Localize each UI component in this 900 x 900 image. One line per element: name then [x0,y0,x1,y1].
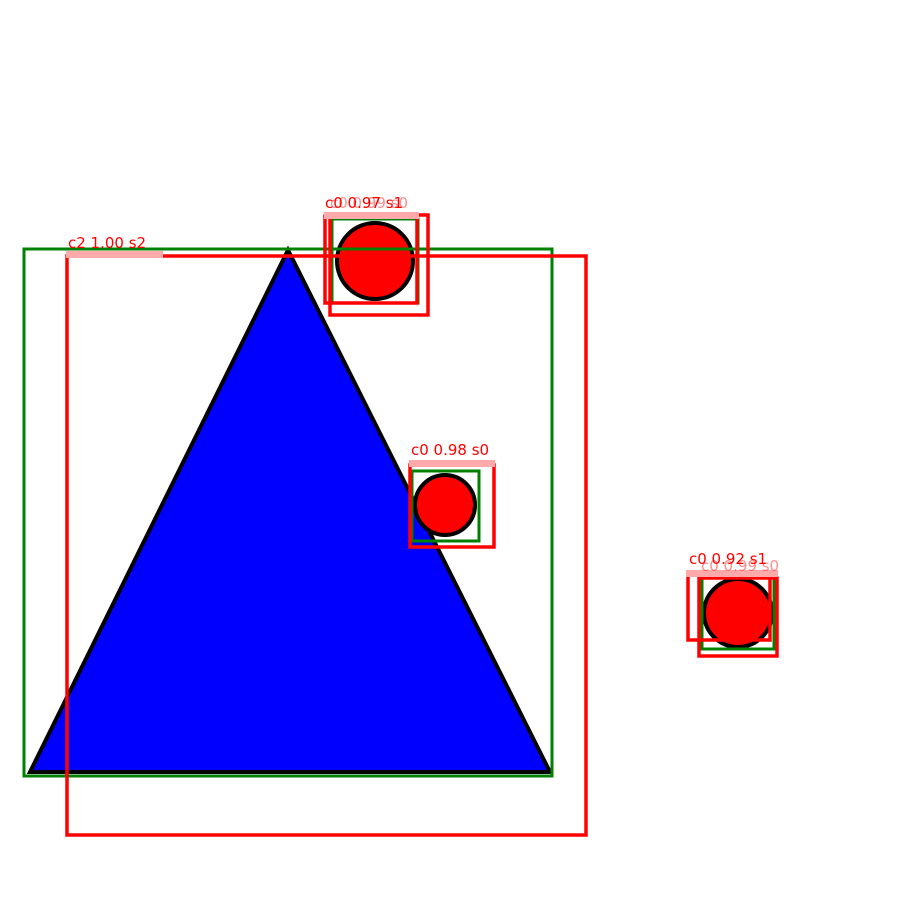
label-bg-circle-top-b [324,212,419,219]
red-circle-right [702,577,774,649]
label-circle-right-a: c0 0.92 s1 [689,550,767,568]
label-circle-right-b: c0 0.99 s0 [701,557,779,575]
labels-layer: c2 1.00 s2 c0 0.99 s0 c0 0.97 s1 c0 0.98… [66,194,779,577]
red-circle-top [335,221,415,301]
pred-box-circle-right-b [697,576,779,658]
label-bg-circle-middle [409,460,495,467]
label-bg-triangle [66,251,163,258]
red-circle-middle [413,473,477,537]
gt-box-circle-middle [410,469,481,543]
label-circle-middle: c0 0.98 s0 [411,441,489,459]
label-bg-circle-right [686,570,778,577]
label-triangle: c2 1.00 s2 [68,234,146,252]
label-circle-top-a: c0 0.97 s1 [325,194,403,212]
label-circle-top-b: c0 0.99 s0 [330,194,408,212]
gt-box-triangle [22,247,554,778]
shapes-layer [26,221,774,774]
